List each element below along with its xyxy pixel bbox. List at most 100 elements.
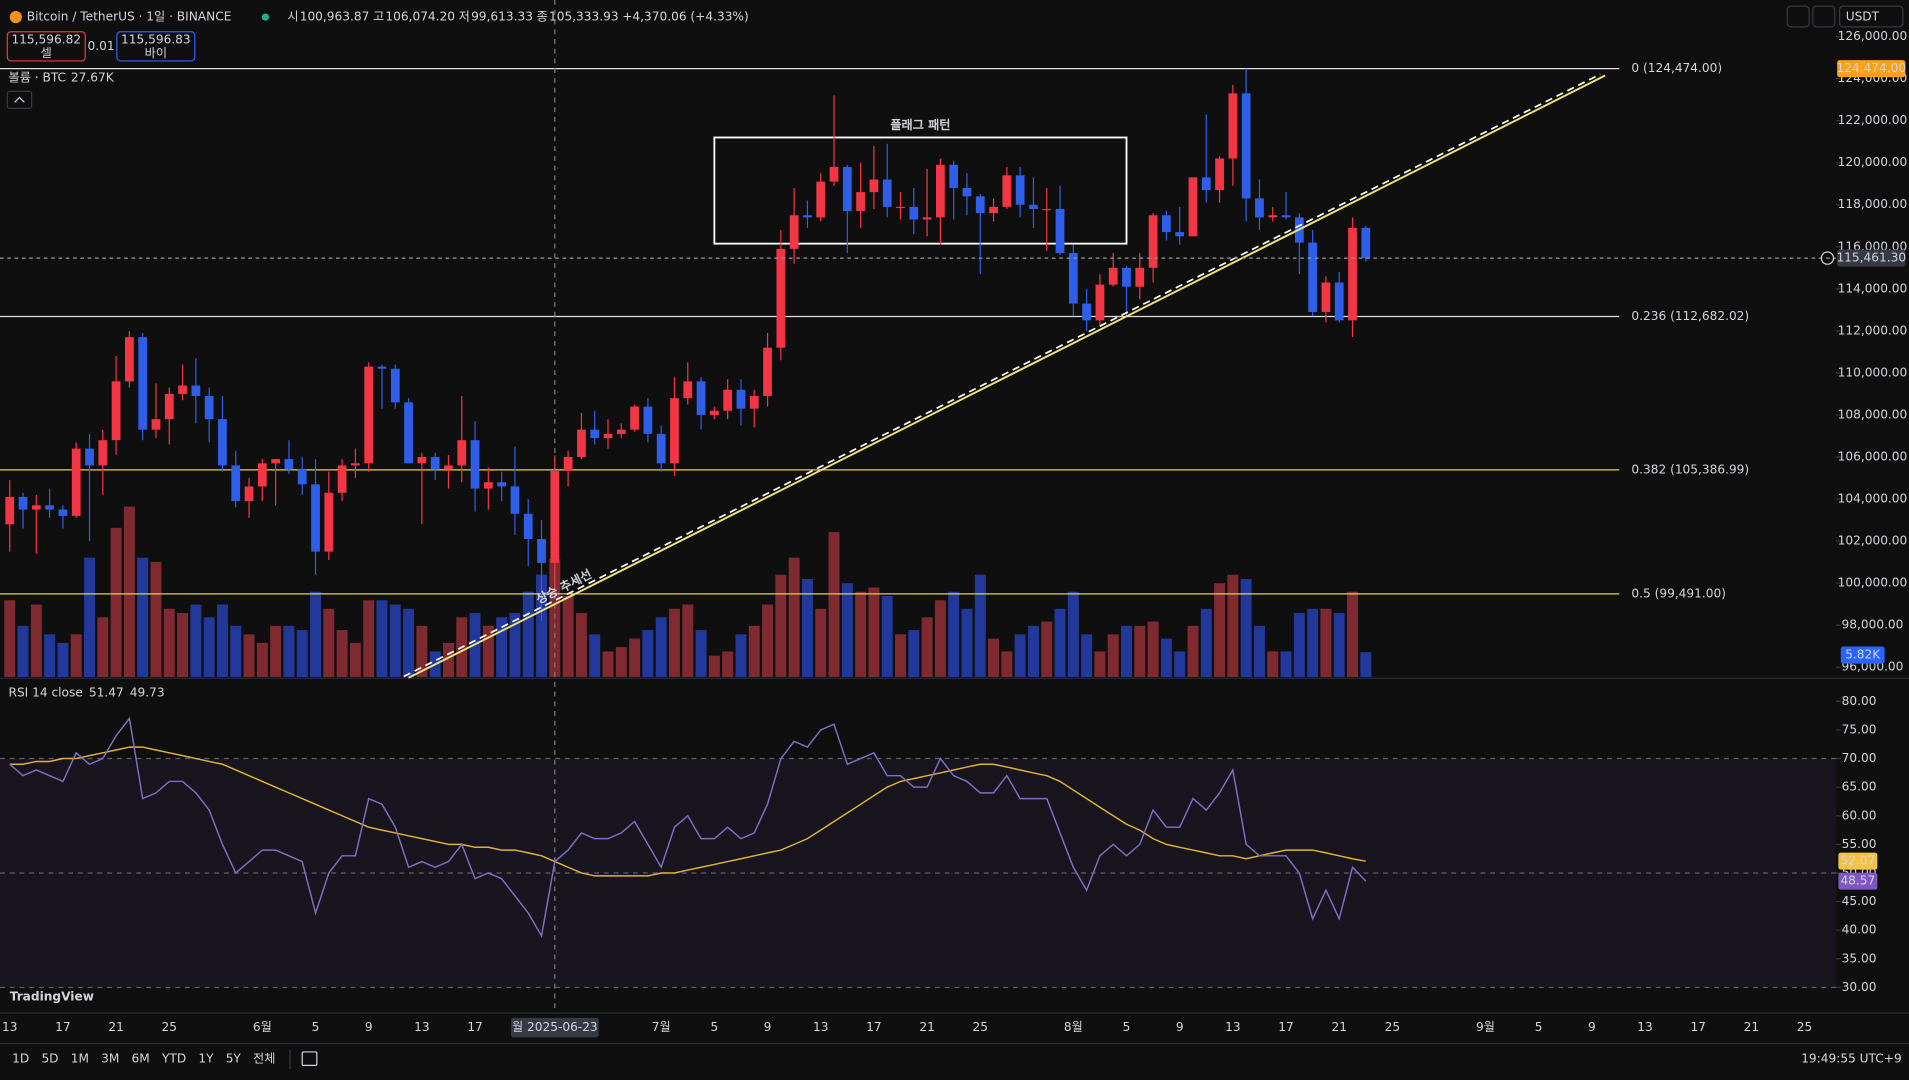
candle-body <box>1228 93 1238 159</box>
volume-bar <box>815 608 827 677</box>
volume-bar <box>1067 591 1079 677</box>
volume-bar <box>695 630 707 677</box>
price-label-box <box>1837 249 1906 267</box>
x-tick-label: 5 <box>710 1020 718 1034</box>
x-tick-label: 25 <box>1385 1020 1400 1034</box>
y-tick-label: 112,000.00 <box>1838 323 1908 337</box>
range-button[interactable]: 5Y <box>226 1052 242 1066</box>
volume-bar <box>655 617 667 677</box>
trendline-dashed <box>403 73 1601 678</box>
candle-body <box>364 366 374 464</box>
candle-body <box>1281 215 1291 218</box>
collapse-icon <box>14 96 25 103</box>
volume-bar <box>482 625 494 677</box>
status-dot <box>261 13 270 21</box>
rsi-ma-label-box <box>1838 852 1878 870</box>
volume-bar <box>1347 591 1358 677</box>
range-button[interactable]: 1Y <box>198 1052 214 1066</box>
candle-body <box>1042 208 1052 211</box>
symbol-icon <box>9 11 22 24</box>
volume-bar <box>336 630 348 677</box>
volume-bar <box>150 561 162 677</box>
volume-bar <box>389 604 401 677</box>
candle-body <box>882 179 892 207</box>
crosshair-label: 월 2025-06-23 <box>512 1020 598 1034</box>
x-tick-label: 17 <box>1690 1020 1705 1034</box>
candle-body <box>1175 232 1185 237</box>
candle-body <box>1162 215 1171 233</box>
candle-body <box>444 465 453 470</box>
candle-body <box>138 337 148 430</box>
candle-body <box>975 196 985 214</box>
rsi-legend: RSI 14 close <box>9 685 83 699</box>
volume-bar <box>323 608 335 677</box>
volume-bar <box>1174 651 1186 677</box>
range-button[interactable]: 전체 <box>253 1052 275 1066</box>
rsi-tick-label: 35.00 <box>1842 951 1877 965</box>
candle-body <box>1122 267 1131 287</box>
currency-button[interactable] <box>1838 5 1904 28</box>
fib-label: 0.236 (112,682.02) <box>1631 309 1749 323</box>
fib-label: 0.382 (105,386.99) <box>1631 462 1749 476</box>
candle-body <box>1255 198 1264 218</box>
x-tick-label: 17 <box>1278 1020 1293 1034</box>
volume-bar <box>44 634 56 677</box>
candle-body <box>1361 227 1371 259</box>
rsi-legend-value: 51.47 <box>89 685 124 699</box>
volume-bar <box>1054 608 1066 677</box>
candle-body <box>816 181 826 218</box>
volume-bar <box>841 583 853 677</box>
ohlc-value: 105,333.93 <box>549 10 619 24</box>
volume-label: 5.82K <box>1845 648 1881 662</box>
y-tick-label: 126,000.00 <box>1838 29 1908 43</box>
candle-body <box>1215 158 1224 191</box>
candle-body <box>1334 282 1344 321</box>
symbol: Bitcoin / TetherUS · 1일 · BINANCE <box>27 10 232 24</box>
volume-bar <box>1001 651 1013 677</box>
x-tick-label: 8월 <box>1064 1020 1083 1034</box>
volume-bar <box>1253 625 1265 677</box>
ohlc-value: 99,613.33 <box>471 10 533 24</box>
x-tick-label: 5 <box>312 1020 320 1034</box>
sell-label: 셀 <box>41 46 52 60</box>
candle-body <box>1068 253 1078 304</box>
candle-body <box>284 459 294 470</box>
range-button[interactable]: 1D <box>12 1052 29 1066</box>
range-button[interactable]: 1M <box>71 1052 89 1066</box>
candle-body <box>989 206 998 214</box>
rsi-tick-label: 60.00 <box>1842 808 1877 822</box>
candle-body <box>789 215 799 249</box>
candle-body <box>749 396 759 409</box>
rsi-ma-line <box>9 746 1366 877</box>
x-tick-label: 9 <box>1588 1020 1596 1034</box>
volume-bar <box>828 532 840 677</box>
volume-label-box <box>1840 646 1885 664</box>
volume-bar <box>748 625 760 677</box>
x-tick-label: 25 <box>973 1020 988 1034</box>
range-button[interactable]: YTD <box>161 1052 186 1066</box>
candle-body <box>111 381 121 441</box>
x-tick-label: 21 <box>1331 1020 1346 1034</box>
candle-body <box>297 469 307 485</box>
range-button[interactable]: 6M <box>132 1052 150 1066</box>
collapse-button[interactable] <box>6 90 33 110</box>
range-button[interactable]: 3M <box>101 1052 119 1066</box>
volume-bar <box>296 630 308 677</box>
volume-bar <box>403 608 415 677</box>
y-tick-label: 102,000.00 <box>1838 534 1908 548</box>
volume-bar <box>1134 625 1146 677</box>
candle-body <box>949 164 959 188</box>
ohlc-change: +4,370.06 (+4.33%) <box>622 10 748 24</box>
volume-bar <box>70 634 82 677</box>
download-button[interactable] <box>1786 5 1810 28</box>
buy-button[interactable] <box>116 31 196 62</box>
candle-body <box>909 206 919 220</box>
candle-body <box>1029 204 1038 209</box>
candle-body <box>643 406 653 434</box>
sell-button[interactable] <box>6 31 86 62</box>
volume-bar <box>270 625 282 677</box>
refresh-button[interactable] <box>1812 5 1836 28</box>
candle-body <box>31 505 41 510</box>
range-button[interactable]: 5D <box>41 1052 58 1066</box>
volume-bar <box>855 591 867 677</box>
